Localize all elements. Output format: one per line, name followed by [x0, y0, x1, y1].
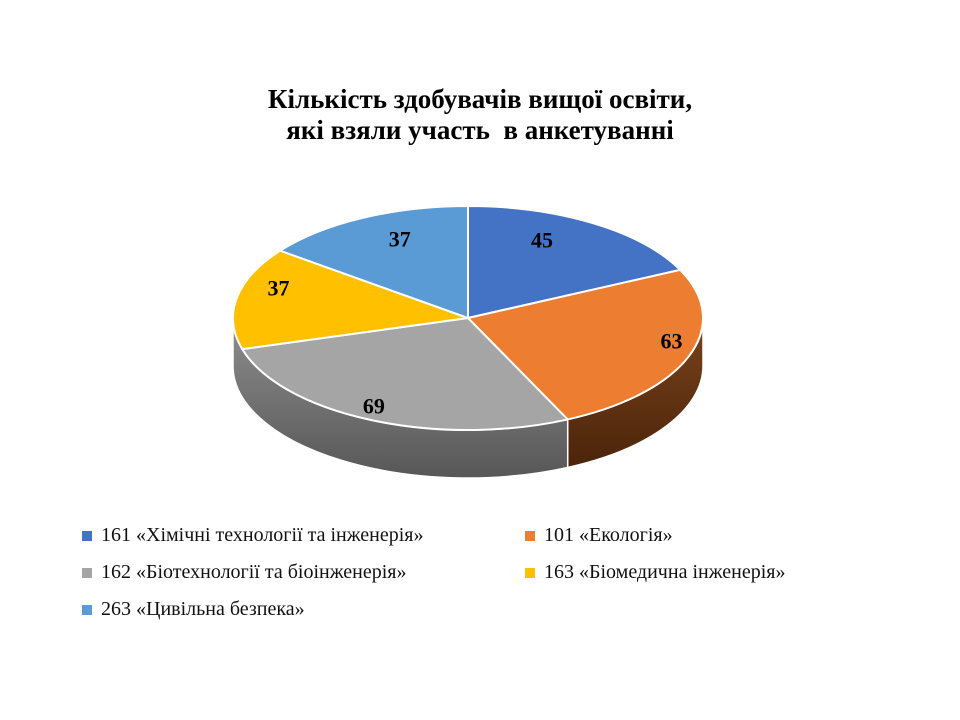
slice-value-label: 45 — [531, 228, 553, 253]
slice-value-label: 37 — [267, 276, 289, 301]
slice-value-label: 63 — [661, 328, 683, 353]
pie-slice-2 — [241, 317, 569, 431]
pie-slice-3 — [232, 249, 469, 351]
legend-label: 162 «Біотехнології та біоінженерія» — [101, 561, 407, 583]
chart-title: Кількість здобувачів вищої освіти, які в… — [0, 84, 960, 146]
slice-value-label: 37 — [389, 226, 411, 251]
legend-label: 101 «Екологія» — [544, 524, 673, 546]
legend-item: 162 «Біотехнології та біоінженерія» — [82, 561, 525, 584]
legend-label: 163 «Біомедична інженерія» — [544, 561, 786, 583]
legend-item: 161 «Хімічні технології та інженерія» — [82, 524, 525, 547]
legend-swatch — [525, 530, 535, 541]
chart-title-line2: які взяли участь в анкетуванні — [286, 115, 674, 145]
legend-swatch — [82, 530, 92, 541]
pie-slice-0 — [467, 205, 682, 319]
legend-item: 163 «Біомедична інженерія» — [525, 561, 902, 584]
legend-swatch — [525, 567, 535, 578]
chart-legend: 161 «Хімічні технології та інженерія» 101… — [82, 524, 902, 621]
pie-slice-1 — [467, 268, 704, 421]
legend-item: 101 «Екологія» — [525, 524, 902, 547]
legend-swatch — [82, 567, 92, 578]
legend-swatch — [82, 604, 92, 615]
legend-label: 263 «Цивільна безпека» — [101, 598, 305, 620]
pie-chart: 45 63 69 37 37 — [232, 205, 704, 479]
pie-slice-4 — [279, 205, 469, 319]
legend-item: 263 «Цивільна безпека» — [82, 598, 525, 621]
slice-value-label: 69 — [363, 394, 385, 419]
chart-title-line1: Кількість здобувачів вищої освіти, — [267, 84, 693, 114]
legend-label: 161 «Хімічні технології та інженерія» — [101, 524, 424, 546]
